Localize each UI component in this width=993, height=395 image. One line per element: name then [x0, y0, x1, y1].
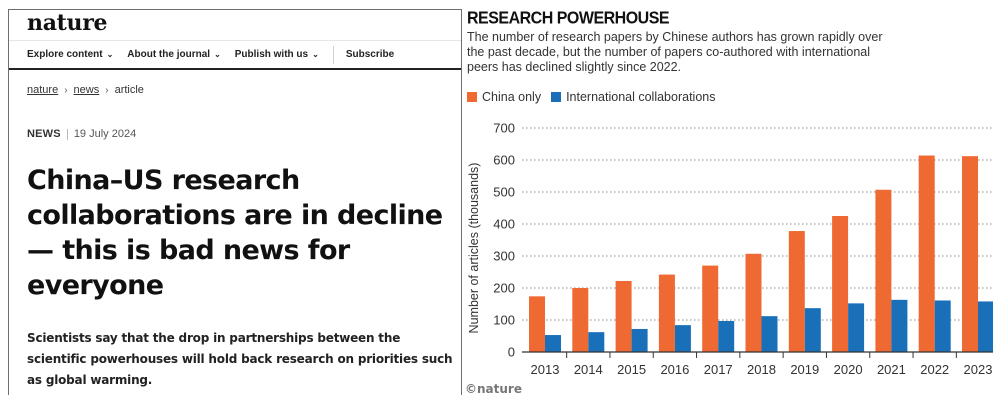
y-tick-label: 0	[508, 345, 515, 360]
breadcrumb: nature › news › article	[27, 84, 144, 96]
bar-international	[978, 301, 993, 352]
chevron-down-icon: ⌄	[106, 50, 114, 59]
chevron-down-icon: ⌄	[214, 50, 221, 59]
nature-credit: ©nature	[465, 382, 522, 395]
legend-label-international: International collaborations	[566, 90, 716, 104]
bar-china-only	[529, 296, 545, 352]
bar-china-only	[918, 155, 935, 352]
article-type-label: NEWS	[27, 128, 61, 140]
y-tick-label: 300	[493, 249, 515, 264]
bar-international	[891, 299, 908, 352]
y-tick-label: 100	[493, 313, 515, 328]
x-tick-label: 2020	[834, 362, 863, 377]
x-tick-label: 2018	[747, 362, 776, 377]
legend-swatch-international	[551, 92, 562, 102]
legend-item-international: International collaborations	[551, 90, 715, 104]
chevron-right-icon: ›	[105, 84, 109, 96]
bar-international	[545, 335, 561, 352]
x-tick-label: 2022	[920, 362, 949, 377]
bar-china-only	[658, 274, 675, 352]
article-panel: nature Explore content ⌄ About the journ…	[8, 9, 462, 395]
bar-china-only	[832, 216, 849, 352]
bar-international	[588, 332, 605, 352]
bar-china-only	[702, 265, 719, 352]
nav-subscribe[interactable]: Subscribe	[346, 49, 394, 60]
bar-china-only	[962, 156, 978, 352]
nav-explore-content[interactable]: Explore content ⌄	[27, 49, 113, 60]
x-tick-label: 2019	[790, 362, 819, 377]
article-meta: NEWS 19 July 2024	[27, 128, 136, 140]
bar-international	[631, 328, 648, 352]
bar-international	[674, 325, 691, 352]
y-axis-label: Number of articles (thousands)	[467, 163, 481, 334]
x-tick-label: 2014	[574, 362, 603, 377]
article-standfirst: Scientists say that the drop in partners…	[27, 331, 453, 387]
nature-logo[interactable]: nature	[27, 10, 108, 36]
legend-swatch-china-only	[467, 92, 477, 102]
legend-label-china-only: China only	[482, 90, 542, 104]
article-date: 19 July 2024	[73, 128, 137, 140]
x-tick-label: 2016	[660, 362, 689, 377]
y-tick-label: 600	[493, 153, 515, 168]
bar-international	[848, 303, 865, 352]
x-tick-label: 2023	[964, 362, 993, 377]
breadcrumb-news-link[interactable]: news	[73, 84, 100, 96]
breadcrumb-current: article	[114, 84, 144, 96]
bar-china-only	[572, 288, 589, 352]
chart-panel: 0 100 200 300 400 500 600 700 Number of articles…	[465, 0, 993, 395]
nav-explore-label: Explore content	[27, 49, 103, 60]
meta-divider	[66, 128, 68, 140]
bar-international	[718, 320, 735, 352]
bar-international	[804, 308, 821, 352]
chart-subtitle: The number of research papers by Chinese…	[467, 30, 883, 74]
nav-about-label: About the journal	[127, 49, 211, 60]
y-tick-label: 200	[493, 281, 515, 296]
breadcrumb-home-link[interactable]: nature	[27, 84, 59, 96]
y-tick-label: 500	[493, 185, 515, 200]
y-tick-label: 400	[493, 217, 515, 232]
chart-legend: China only International collaborations	[467, 90, 725, 104]
bar-international	[761, 316, 778, 352]
bar-china-only	[745, 253, 762, 352]
bar-china-only	[615, 280, 632, 352]
chevron-down-icon: ⌄	[312, 50, 319, 59]
chevron-right-icon: ›	[64, 84, 68, 96]
bar-china-only	[875, 189, 892, 352]
x-tick-label: 2013	[531, 362, 560, 377]
nav-publish[interactable]: Publish with us ⌄	[235, 49, 319, 60]
bar-chart: 0 100 200 300 400 500 600 700 Number of articles…	[467, 121, 993, 377]
x-tick-label: 2017	[704, 362, 733, 377]
main-nav: Explore content ⌄ About the journal ⌄ Pu…	[9, 40, 461, 70]
article-headline: China–US research collaborations are in …	[27, 165, 443, 301]
x-tick-label: 2015	[617, 362, 646, 377]
legend-item-china-only: China only	[467, 90, 541, 104]
bar-international	[934, 300, 951, 352]
x-tick-label: 2021	[877, 362, 906, 377]
nav-subscribe-label: Subscribe	[345, 49, 395, 60]
nav-publish-label: Publish with us	[234, 49, 309, 60]
bar-china-only	[788, 231, 805, 352]
chart-title: RESEARCH POWERHOUSE	[467, 9, 670, 28]
nav-about-journal[interactable]: About the journal ⌄	[127, 49, 220, 60]
nav-divider	[332, 45, 334, 64]
y-tick-label: 700	[493, 121, 515, 136]
